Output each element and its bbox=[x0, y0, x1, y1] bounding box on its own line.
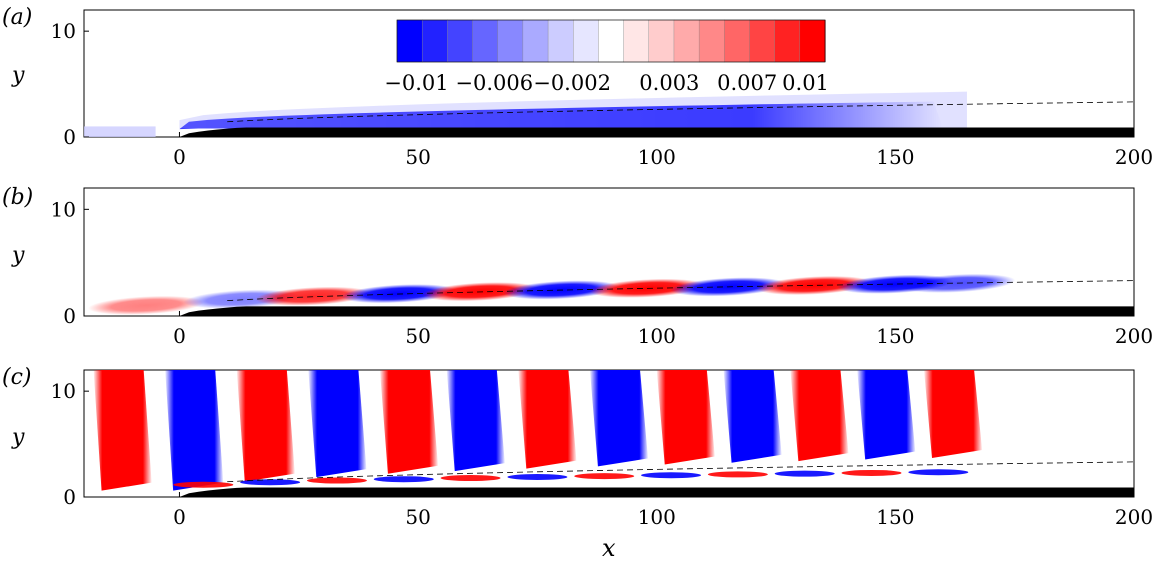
panel-c: 0 50 100 150 200 0 10 (c) y x bbox=[2, 365, 1153, 562]
packet-positive bbox=[88, 295, 204, 315]
colorbar-swatch bbox=[623, 19, 650, 63]
colorbar-swatch bbox=[472, 19, 499, 63]
y-tick-label: 10 bbox=[51, 197, 76, 221]
boundary-layer-edge bbox=[227, 280, 1135, 302]
band-negative bbox=[446, 370, 505, 472]
colorbar-tick-label: −0.002 bbox=[533, 71, 611, 95]
inner-streak bbox=[641, 472, 702, 479]
x-tick-label: 150 bbox=[876, 505, 914, 529]
band-negative bbox=[589, 370, 649, 467]
colorbar-swatch bbox=[447, 19, 474, 63]
colorbar-swatch bbox=[799, 19, 826, 63]
panel-b-label: (b) bbox=[2, 185, 33, 210]
colorbar-swatch bbox=[396, 19, 423, 63]
panel-b-ylabel: y bbox=[11, 243, 25, 268]
x-tick-label: 150 bbox=[876, 324, 914, 348]
panel-a-axes: 0 50 100 150 200 0 10 bbox=[51, 19, 1154, 169]
boundary-layer-edge bbox=[227, 461, 1135, 483]
x-tick-label: 100 bbox=[638, 324, 676, 348]
boundary-layer-edge bbox=[227, 101, 1135, 123]
x-tick-label: 150 bbox=[876, 145, 914, 169]
inlet-weak-negative bbox=[84, 126, 156, 137]
y-tick-label: 0 bbox=[63, 304, 76, 328]
y-tick-label: 10 bbox=[51, 379, 76, 403]
band-positive bbox=[656, 370, 715, 465]
panel-a-label: (a) bbox=[2, 5, 32, 30]
x-tick-label: 0 bbox=[173, 324, 186, 348]
colorbar-swatch bbox=[774, 19, 801, 63]
panel-a: 0 50 100 150 200 0 10 (a) y bbox=[2, 5, 1153, 169]
band-negative bbox=[308, 370, 367, 478]
colorbar-tick-label: 0.003 bbox=[639, 71, 699, 95]
x-tick-label: 200 bbox=[1115, 324, 1153, 348]
x-tick-label: 0 bbox=[173, 505, 186, 529]
inner-streak bbox=[306, 477, 367, 484]
panel-b: 0 50 100 150 200 0 10 (b) y bbox=[2, 185, 1153, 348]
band-positive bbox=[93, 370, 152, 491]
colorbar-tick-label: −0.01 bbox=[384, 71, 448, 95]
band-positive bbox=[924, 370, 983, 459]
packet-positive bbox=[255, 286, 372, 306]
y-tick-label: 0 bbox=[63, 125, 76, 149]
streak-negative bbox=[179, 101, 944, 130]
panel-c-field bbox=[93, 370, 1135, 497]
colorbar-tick-label: 0.007 bbox=[717, 71, 777, 95]
x-tick-label: 100 bbox=[638, 145, 676, 169]
band-positive bbox=[379, 370, 439, 474]
colorbar-swatch bbox=[421, 19, 449, 63]
x-tick-label: 200 bbox=[1115, 505, 1153, 529]
x-tick-label: 50 bbox=[405, 505, 430, 529]
streak-halo bbox=[179, 91, 967, 129]
x-tick-label: 100 bbox=[638, 505, 676, 529]
band-positive bbox=[236, 370, 295, 482]
y-tick-label: 0 bbox=[63, 485, 76, 509]
colorbar-swatch bbox=[522, 19, 549, 63]
colorbar-tick-label: 0.01 bbox=[782, 71, 829, 95]
colorbar-swatch bbox=[673, 19, 700, 63]
inner-streak bbox=[574, 473, 635, 480]
x-axis-label: x bbox=[602, 534, 616, 562]
x-tick-label: 50 bbox=[405, 324, 430, 348]
band-positive bbox=[518, 370, 577, 469]
inner-streak bbox=[373, 476, 434, 483]
x-tick-label: 50 bbox=[405, 145, 430, 169]
inner-streak bbox=[841, 469, 902, 476]
band-positive bbox=[790, 370, 849, 462]
panel-a-field bbox=[84, 91, 1135, 137]
panel-c-label: (c) bbox=[2, 365, 32, 390]
colorbar-swatch bbox=[749, 19, 776, 63]
band-negative bbox=[857, 370, 916, 460]
inner-streak bbox=[908, 469, 969, 476]
panel-b-axes: 0 50 100 150 200 0 10 bbox=[51, 197, 1154, 348]
colorbar-tick-label: −0.006 bbox=[455, 71, 533, 95]
colorbar-swatch bbox=[724, 19, 751, 63]
colorbar-swatch bbox=[573, 19, 600, 63]
panel-b-field bbox=[88, 273, 1135, 316]
colorbar-swatch bbox=[547, 19, 574, 63]
colorbar-swatch bbox=[698, 19, 725, 63]
inner-streak bbox=[173, 481, 234, 488]
inner-streak bbox=[240, 479, 301, 486]
colorbar-swatch bbox=[598, 19, 625, 63]
colorbar-frame bbox=[396, 19, 826, 63]
colorbar-swatch bbox=[648, 19, 675, 63]
inner-streak bbox=[707, 471, 768, 478]
panel-c-axes: 0 50 100 150 200 0 10 bbox=[51, 379, 1154, 529]
panel-a-ylabel: y bbox=[11, 63, 25, 88]
inner-streak bbox=[440, 475, 501, 482]
colorbar: −0.01 −0.006 −0.002 0.003 0.007 0.01 bbox=[384, 19, 829, 95]
band-negative bbox=[723, 370, 782, 463]
x-tick-label: 200 bbox=[1115, 145, 1153, 169]
inner-streak bbox=[507, 474, 568, 481]
band-negative bbox=[165, 370, 224, 491]
y-tick-label: 10 bbox=[51, 19, 76, 43]
colorbar-swatch bbox=[497, 19, 524, 63]
inner-streak bbox=[774, 470, 835, 477]
panel-c-ylabel: y bbox=[11, 425, 25, 450]
x-tick-label: 0 bbox=[173, 145, 186, 169]
